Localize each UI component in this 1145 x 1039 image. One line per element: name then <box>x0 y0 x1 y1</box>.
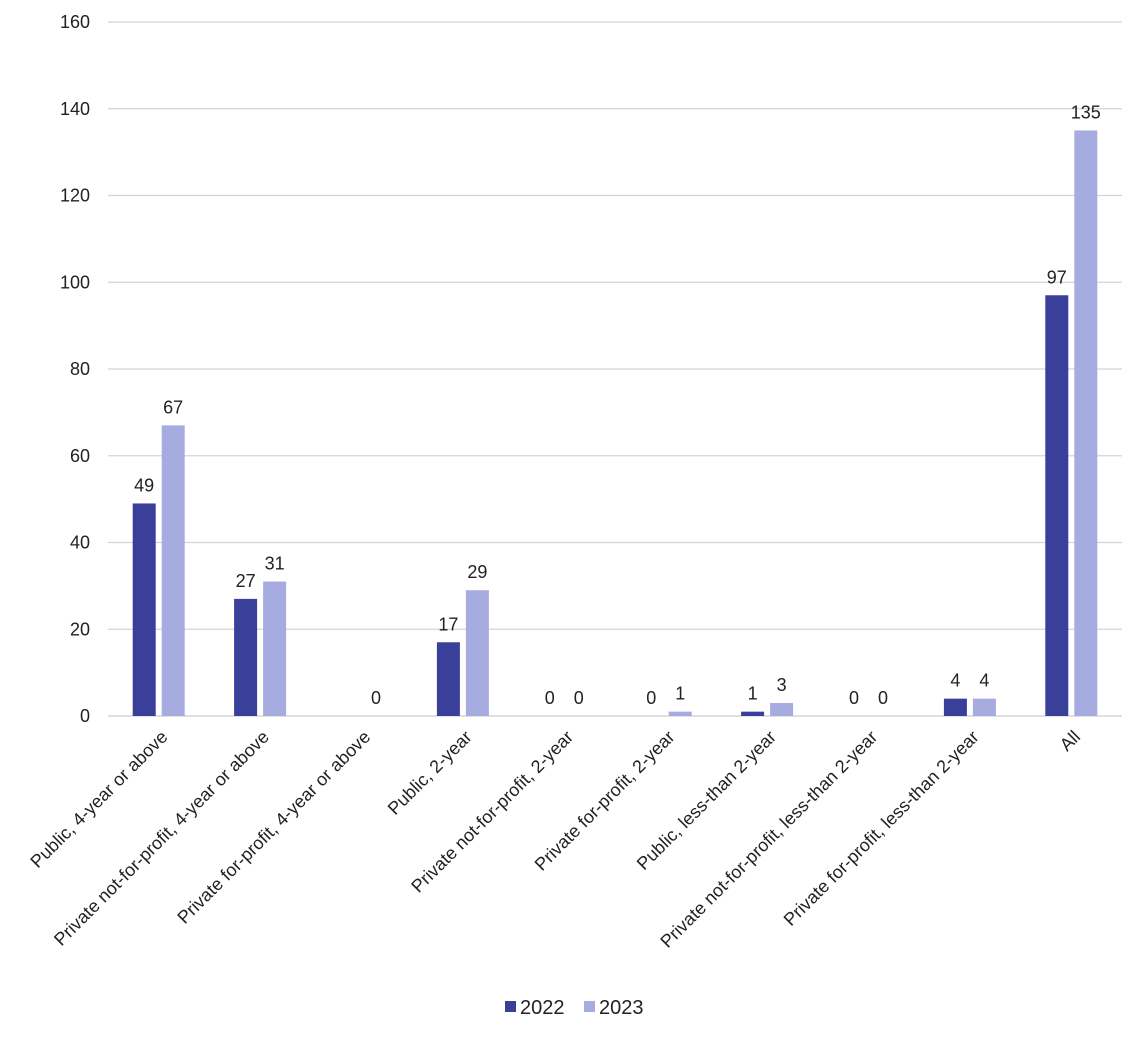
y-tick-label: 20 <box>70 619 90 639</box>
bar-2023 <box>263 581 287 716</box>
data-label-2022: 1 <box>748 684 758 704</box>
bar-2023 <box>668 711 692 716</box>
data-label-2023: 0 <box>574 688 584 708</box>
data-label-2022: 4 <box>950 671 960 691</box>
data-label-2022: 17 <box>438 614 458 634</box>
data-label-2023: 1 <box>675 684 685 704</box>
y-tick-label: 60 <box>70 446 90 466</box>
bar-2022 <box>436 642 460 716</box>
y-tick-label: 0 <box>80 706 90 726</box>
bar-2022 <box>234 598 258 716</box>
y-tick-label: 140 <box>60 99 90 119</box>
bars <box>132 130 1098 716</box>
x-category-label: Private for-profit, less-than 2-year <box>780 727 983 930</box>
data-label-2022: 27 <box>236 571 256 591</box>
x-category-label: Private not-for-profit, 4-year or above <box>50 727 273 950</box>
data-label-2023: 31 <box>265 554 285 574</box>
data-label-2023: 4 <box>979 671 989 691</box>
x-category-label: All <box>1056 727 1084 755</box>
data-label-2023: 0 <box>371 688 381 708</box>
bar-2023 <box>972 698 996 716</box>
data-label-2023: 67 <box>163 397 183 417</box>
bar-2022 <box>741 711 765 716</box>
x-category-label: Private not-for-profit, 2-year <box>407 727 577 897</box>
data-label-2022: 49 <box>134 475 154 495</box>
bar-2023 <box>465 590 489 716</box>
legend: 2022 2023 <box>505 997 644 1019</box>
data-label-2022: 97 <box>1047 267 1067 287</box>
x-category-label: Private for-profit, 4-year or above <box>173 727 374 928</box>
legend-swatch-2022 <box>505 1001 516 1012</box>
data-label-2022: 0 <box>545 688 555 708</box>
y-tick-label: 100 <box>60 272 90 292</box>
bar-2022 <box>132 503 156 716</box>
legend-label-2022: 2022 <box>520 997 565 1019</box>
bar-2023 <box>161 425 185 716</box>
data-label-2022: 0 <box>849 688 859 708</box>
bar-2023 <box>770 702 794 716</box>
data-label-2023: 135 <box>1071 102 1101 122</box>
y-tick-label: 80 <box>70 359 90 379</box>
y-axis-tick-labels: 0 20 40 60 80 100 120 140 160 <box>60 12 90 726</box>
x-category-label: Private not-for-profit, less-than 2-year <box>656 727 881 952</box>
x-category-label: Public, 2-year <box>384 727 476 819</box>
y-tick-label: 120 <box>60 186 90 206</box>
bar-2022 <box>943 698 967 716</box>
y-tick-label: 40 <box>70 533 90 553</box>
data-label-2023: 0 <box>878 688 888 708</box>
bar-2022 <box>1045 295 1069 716</box>
bar-2023 <box>1074 130 1098 716</box>
legend-swatch-2023 <box>584 1001 595 1012</box>
data-label-2023: 29 <box>467 562 487 582</box>
legend-label-2023: 2023 <box>599 997 644 1019</box>
data-label-2022: 0 <box>646 688 656 708</box>
gridlines <box>108 21 1122 717</box>
data-label-2023: 3 <box>777 675 787 695</box>
y-tick-label: 160 <box>60 12 90 32</box>
